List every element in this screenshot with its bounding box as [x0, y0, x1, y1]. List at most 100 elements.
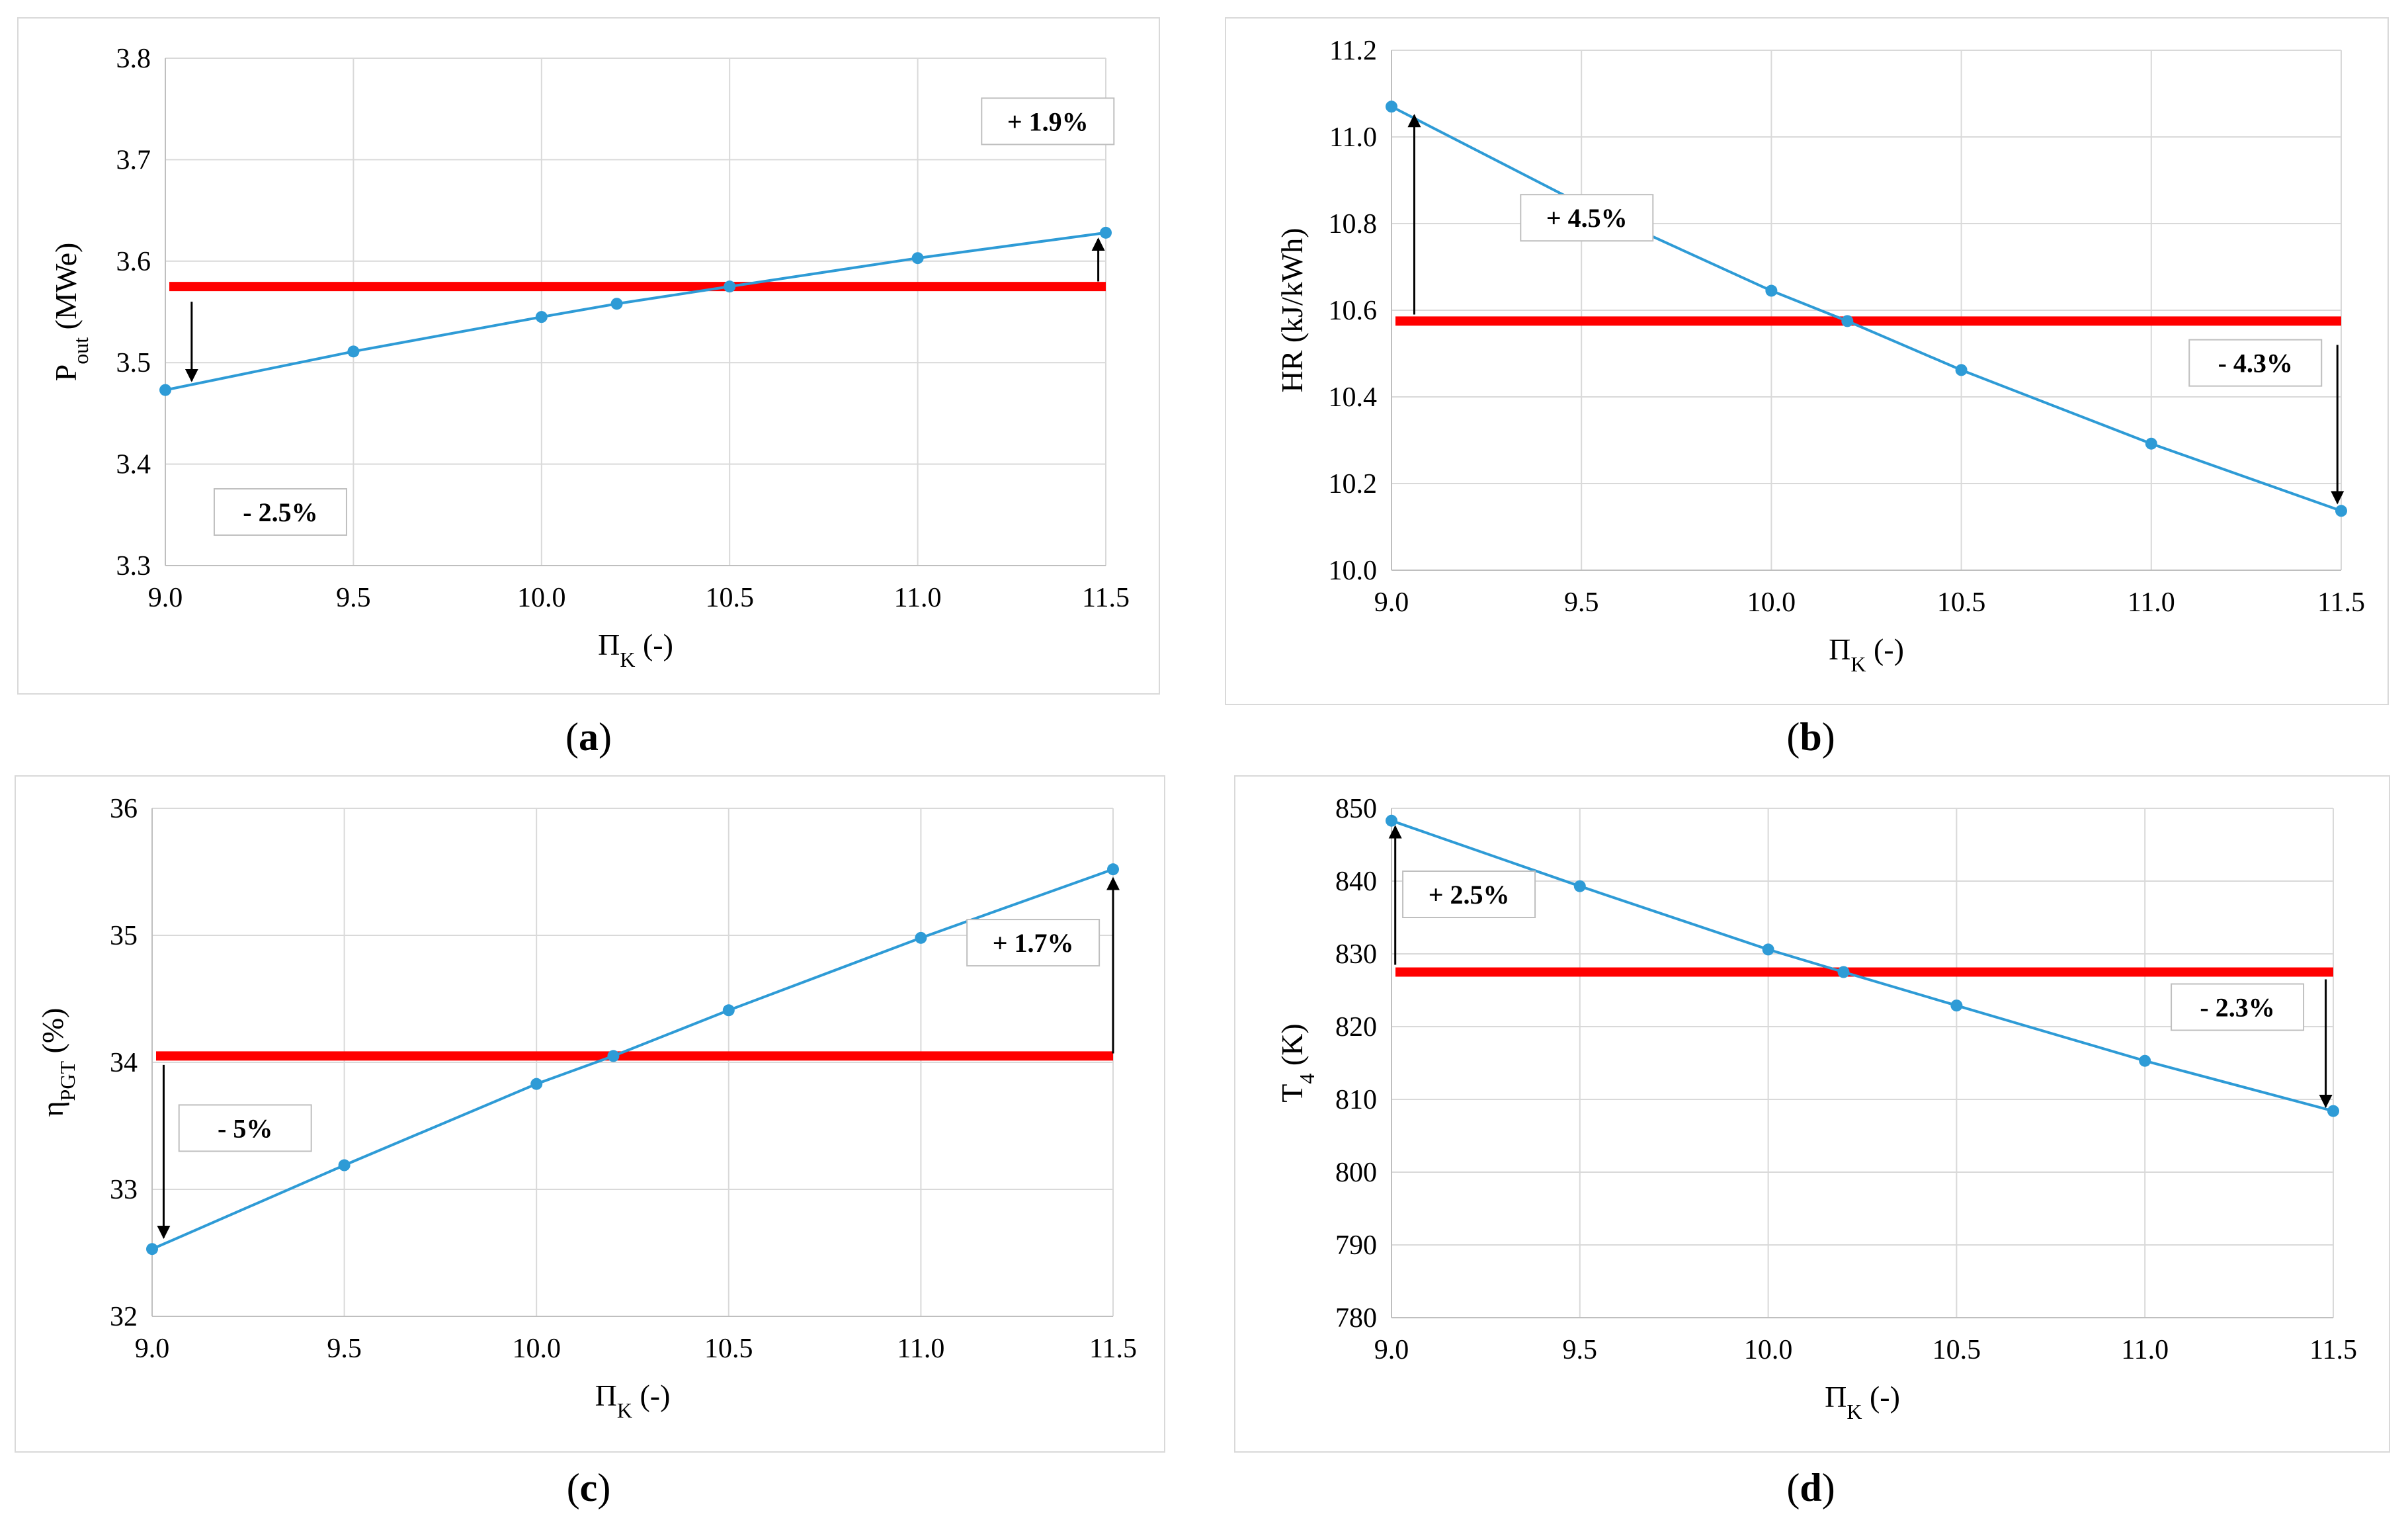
chart-a-xtick: 10.0 [517, 583, 566, 613]
chart-d-ytick: 790 [1335, 1230, 1377, 1261]
chart-d-ytick: 800 [1335, 1158, 1377, 1188]
chart-a-data-point [1100, 226, 1112, 239]
chart-b-annotation-label: + 4.5% [1546, 203, 1628, 233]
chart-d-ytick: 850 [1335, 794, 1377, 824]
chart-c-data-point [146, 1243, 158, 1255]
chart-d-annotation-label: + 2.5% [1429, 880, 1510, 910]
chart-a-data-point [724, 280, 736, 293]
chart-d-annotation-label: - 2.3% [2200, 993, 2274, 1023]
chart-a-caption: (a) [565, 715, 612, 759]
chart-b-annotation-label: - 4.3% [2218, 349, 2293, 378]
chart-d-annotation-box [1402, 871, 1536, 918]
chart-a-xtick: 11.0 [894, 583, 942, 613]
chart-c-data-point [722, 1004, 735, 1017]
chart-d-ytick: 810 [1335, 1085, 1377, 1115]
chart-c-ylabel: ηPGT (%) [36, 1008, 79, 1117]
chart-a-ytick: 3.6 [116, 247, 151, 277]
chart-c-annotation-label: - 5% [218, 1113, 272, 1143]
chart-a-xtick: 10.5 [705, 583, 754, 613]
chart-c-ytick: 33 [110, 1175, 138, 1205]
chart-b-xtick: 11.5 [2317, 587, 2365, 618]
chart-d-data-point [2327, 1105, 2339, 1117]
chart-c-data-point [338, 1159, 351, 1171]
chart-b-xtick: 10.0 [1747, 587, 1796, 618]
chart-d-data-point [1950, 1000, 1963, 1012]
chart-a-data-point [535, 311, 548, 323]
chart-d-xlabel: ΠK (-) [1825, 1380, 1900, 1424]
chart-c-xtick: 10.0 [512, 1334, 561, 1364]
chart-d-ytick: 820 [1335, 1012, 1377, 1043]
chart-b-ytick: 10.6 [1329, 296, 1378, 326]
chart-a-data-point [159, 384, 171, 396]
chart-d-xtick: 11.0 [2121, 1335, 2169, 1365]
chart-c-xtick: 11.0 [897, 1334, 944, 1364]
chart-a-data-point [347, 345, 360, 358]
chart-a-data-point [911, 252, 924, 265]
chart-b-xtick: 11.0 [2128, 587, 2175, 618]
chart-d-ytick: 780 [1335, 1303, 1377, 1334]
chart-b-ytick: 10.8 [1329, 209, 1378, 239]
chart-a-xlabel: ΠK (-) [598, 628, 673, 671]
chart-c-xtick: 10.5 [704, 1334, 753, 1364]
chart-c-ytick: 35 [110, 921, 138, 951]
chart-a-xtick: 9.0 [148, 583, 183, 613]
chart-b-ytick: 10.2 [1329, 469, 1378, 499]
chart-d-ytick: 830 [1335, 939, 1377, 970]
chart-c-annotation-box [966, 919, 1100, 967]
chart-b-annotation-box [2188, 339, 2323, 387]
chart-a-xtick: 11.5 [1082, 583, 1130, 613]
chart-c-xtick: 11.5 [1089, 1334, 1137, 1364]
chart-a-xtick: 9.5 [336, 583, 371, 613]
chart-b-data-point [1765, 284, 1778, 297]
chart-c-caption: (c) [566, 1466, 611, 1510]
chart-c-xlabel: ΠK (-) [595, 1379, 671, 1422]
chart-b-data-point [2335, 505, 2347, 517]
chart-a-ytick: 3.8 [116, 44, 151, 74]
chart-d-ylabel: T4 (K) [1275, 1023, 1319, 1102]
chart-b-xtick: 10.5 [1937, 587, 1986, 618]
chart-a-data-point [610, 298, 623, 310]
chart-b-ytick: 10.0 [1329, 556, 1378, 586]
chart-c-xtick: 9.5 [327, 1334, 362, 1364]
chart-d-xtick: 9.0 [1374, 1335, 1409, 1365]
chart-c-annotation-box [178, 1104, 312, 1152]
chart-c-annotation-label: + 1.7% [993, 928, 1074, 958]
chart-a-annotation-label: - 2.5% [243, 497, 317, 527]
chart-d-xtick: 10.5 [1932, 1335, 1981, 1365]
chart-a-annotation-label: + 1.9% [1007, 106, 1089, 136]
chart-c-data-point [1107, 863, 1119, 876]
chart-d-data-point [2139, 1054, 2151, 1067]
chart-b-caption: (b) [1786, 715, 1835, 759]
chart-d-xtick: 11.5 [2309, 1335, 2357, 1365]
chart-b-data-point [1841, 315, 1854, 327]
chart-d-xtick: 9.5 [1563, 1335, 1598, 1365]
chart-a-annotation-box [981, 97, 1115, 146]
chart-d-series-line [1391, 819, 2334, 1113]
chart-b-xlabel: ΠK (-) [1829, 632, 1904, 676]
chart-b-data-point [2145, 437, 2157, 450]
chart-b-xtick: 9.5 [1564, 587, 1599, 618]
chart-a-ytick: 3.5 [116, 348, 151, 378]
chart-d-data-point [1573, 880, 1586, 892]
chart-d-xtick: 10.0 [1744, 1335, 1793, 1365]
chart-d-annotation-box [2171, 983, 2305, 1031]
chart-d-ytick: 840 [1335, 867, 1377, 897]
chart-b-ytick: 11.0 [1329, 122, 1377, 153]
chart-a-ytick: 3.7 [116, 145, 151, 175]
chart-a-ylabel: Pout (MWe) [49, 243, 93, 382]
chart-d-data-point [1762, 943, 1774, 956]
chart-b-ytick: 11.2 [1329, 36, 1377, 66]
chart-c-data-point [607, 1050, 620, 1062]
chart-c-data-point [915, 931, 927, 944]
chart-d-data-point [1837, 966, 1850, 978]
chart-d-data-point [1386, 814, 1397, 827]
chart-b-xtick: 9.0 [1374, 587, 1409, 618]
chart-d-caption: (d) [1786, 1466, 1835, 1510]
chart-c-ytick: 34 [110, 1048, 138, 1078]
chart-b-annotation-box [1520, 194, 1654, 242]
chart-b-data-point [1386, 101, 1397, 113]
